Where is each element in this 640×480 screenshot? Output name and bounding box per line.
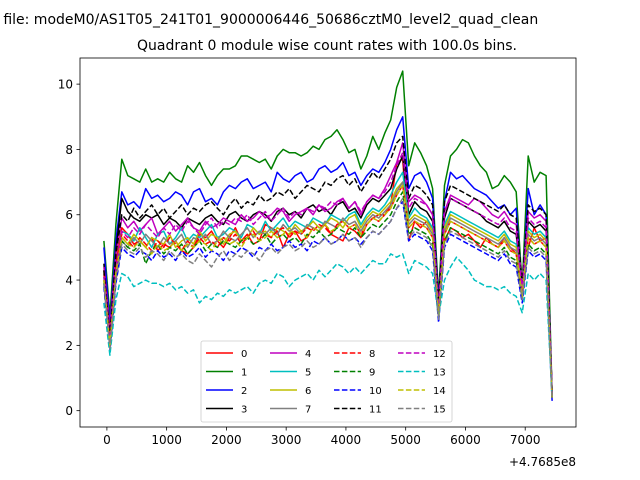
x-tick-label: 7000 [510, 433, 541, 447]
series-line-1 [103, 70, 553, 395]
legend-label-2: 2 [241, 386, 247, 397]
legend-label-4: 4 [305, 349, 311, 360]
legend-label-5: 5 [305, 368, 311, 379]
y-tick-label: 0 [65, 404, 73, 418]
figure-suptitle: n file: modeM0/AS1T05_241T01_9000006446_… [0, 12, 538, 28]
x-tick-label: 3000 [271, 433, 302, 447]
y-tick-label: 6 [65, 208, 73, 222]
legend-label-0: 0 [241, 349, 247, 360]
x-tick-label: 5000 [390, 433, 421, 447]
x-tick-label: 6000 [450, 433, 481, 447]
legend-label-12: 12 [433, 349, 446, 360]
legend-label-9: 9 [369, 368, 375, 379]
series-line-14 [103, 184, 553, 398]
legend-label-1: 1 [241, 368, 247, 379]
series-line-7 [103, 181, 553, 398]
series-line-10 [103, 200, 553, 401]
legend-label-15: 15 [433, 405, 446, 416]
x-tick-label: 0 [103, 433, 111, 447]
legend-label-8: 8 [369, 349, 375, 360]
legend-box [200, 340, 453, 423]
series-line-12 [103, 151, 553, 395]
legend-label-10: 10 [369, 386, 382, 397]
series-line-2 [103, 116, 553, 395]
legend-label-7: 7 [305, 405, 311, 416]
axes-frame [79, 57, 577, 428]
series-group [103, 70, 553, 401]
legend-label-11: 11 [369, 405, 382, 416]
y-tick-label: 2 [65, 339, 73, 353]
chart-title: Quadrant 0 module wise count rates with … [137, 38, 517, 54]
series-line-11 [103, 135, 553, 395]
series-line-6 [103, 181, 553, 398]
x-tick-label: 2000 [211, 433, 242, 447]
x-tick-label: 1000 [151, 433, 182, 447]
legend-label-3: 3 [241, 405, 247, 416]
legend-label-13: 13 [433, 368, 446, 379]
y-tick-label: 4 [65, 274, 73, 288]
y-tick-label: 10 [58, 78, 73, 92]
legend-label-14: 14 [433, 386, 446, 397]
x-tick-label: 4000 [331, 433, 362, 447]
series-line-15 [103, 197, 553, 398]
x-axis-offset-label: +4.7685e8 [509, 455, 576, 469]
series-line-5 [103, 171, 553, 398]
series-line-13 [103, 253, 553, 398]
plot-area: 0 1000 2000 3000 4000 5000 6000 700002468100123… [58, 57, 577, 447]
y-tick-label: 8 [65, 143, 73, 157]
legend-label-6: 6 [305, 386, 311, 397]
series-line-9 [103, 191, 553, 398]
